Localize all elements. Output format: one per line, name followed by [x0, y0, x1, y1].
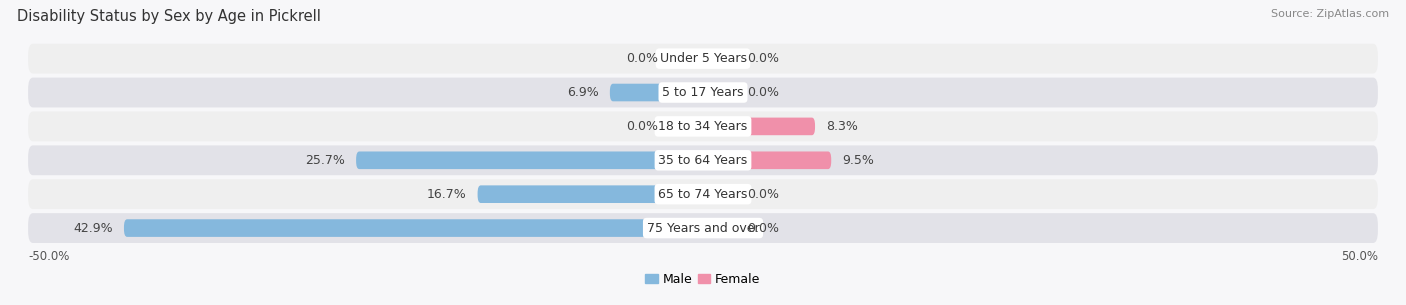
FancyBboxPatch shape — [124, 219, 703, 237]
FancyBboxPatch shape — [669, 50, 703, 67]
Text: 50.0%: 50.0% — [1341, 250, 1378, 263]
Text: 8.3%: 8.3% — [825, 120, 858, 133]
FancyBboxPatch shape — [703, 50, 737, 67]
Text: 16.7%: 16.7% — [427, 188, 467, 201]
Text: 0.0%: 0.0% — [748, 52, 779, 65]
FancyBboxPatch shape — [703, 118, 815, 135]
Text: 75 Years and over: 75 Years and over — [647, 221, 759, 235]
FancyBboxPatch shape — [703, 152, 831, 169]
Text: Source: ZipAtlas.com: Source: ZipAtlas.com — [1271, 9, 1389, 19]
FancyBboxPatch shape — [703, 84, 737, 101]
Text: 18 to 34 Years: 18 to 34 Years — [658, 120, 748, 133]
FancyBboxPatch shape — [356, 152, 703, 169]
Text: Under 5 Years: Under 5 Years — [659, 52, 747, 65]
FancyBboxPatch shape — [703, 185, 737, 203]
Text: 35 to 64 Years: 35 to 64 Years — [658, 154, 748, 167]
FancyBboxPatch shape — [28, 213, 1378, 243]
Text: 6.9%: 6.9% — [567, 86, 599, 99]
Text: Disability Status by Sex by Age in Pickrell: Disability Status by Sex by Age in Pickr… — [17, 9, 321, 24]
FancyBboxPatch shape — [28, 179, 1378, 209]
FancyBboxPatch shape — [28, 77, 1378, 107]
Text: 0.0%: 0.0% — [748, 86, 779, 99]
Text: 42.9%: 42.9% — [73, 221, 112, 235]
FancyBboxPatch shape — [669, 118, 703, 135]
FancyBboxPatch shape — [478, 185, 703, 203]
Text: 25.7%: 25.7% — [305, 154, 346, 167]
Legend: Male, Female: Male, Female — [641, 268, 765, 291]
Text: 5 to 17 Years: 5 to 17 Years — [662, 86, 744, 99]
FancyBboxPatch shape — [610, 84, 703, 101]
Text: 0.0%: 0.0% — [748, 221, 779, 235]
Text: 65 to 74 Years: 65 to 74 Years — [658, 188, 748, 201]
FancyBboxPatch shape — [28, 145, 1378, 175]
FancyBboxPatch shape — [703, 219, 737, 237]
FancyBboxPatch shape — [28, 112, 1378, 141]
FancyBboxPatch shape — [28, 44, 1378, 74]
Text: 0.0%: 0.0% — [627, 120, 658, 133]
Text: 0.0%: 0.0% — [748, 188, 779, 201]
Text: -50.0%: -50.0% — [28, 250, 69, 263]
Text: 9.5%: 9.5% — [842, 154, 875, 167]
Text: 0.0%: 0.0% — [627, 52, 658, 65]
